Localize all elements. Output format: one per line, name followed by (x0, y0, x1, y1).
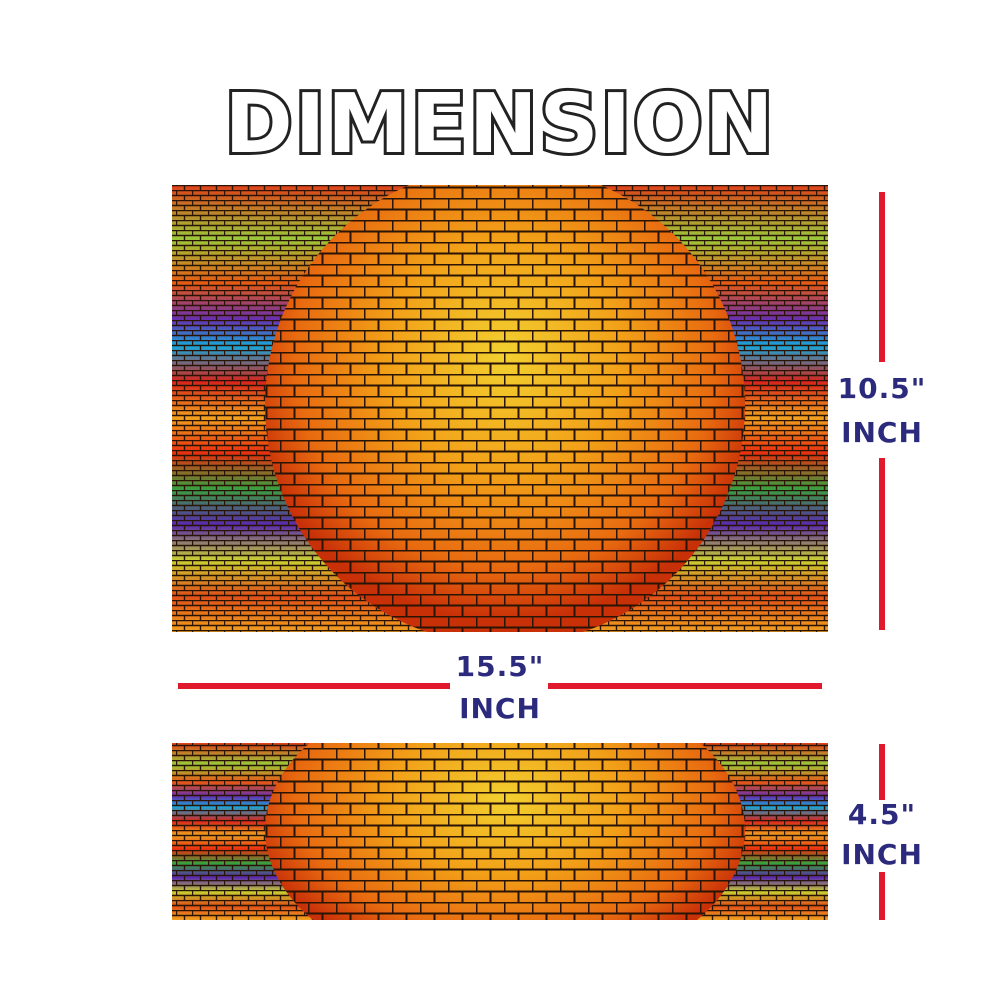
dimension-value: 10.5" (838, 372, 927, 405)
dimension-unit: INCH (841, 416, 923, 449)
dimension-value: 4.5" (848, 798, 916, 831)
product-image-small (172, 743, 828, 920)
dimension-unit: INCH (841, 838, 923, 871)
product-image-large (172, 185, 828, 632)
title: DIMENSION (225, 77, 776, 172)
dimension-unit: INCH (459, 692, 541, 725)
dimension-value: 15.5" (456, 650, 545, 683)
